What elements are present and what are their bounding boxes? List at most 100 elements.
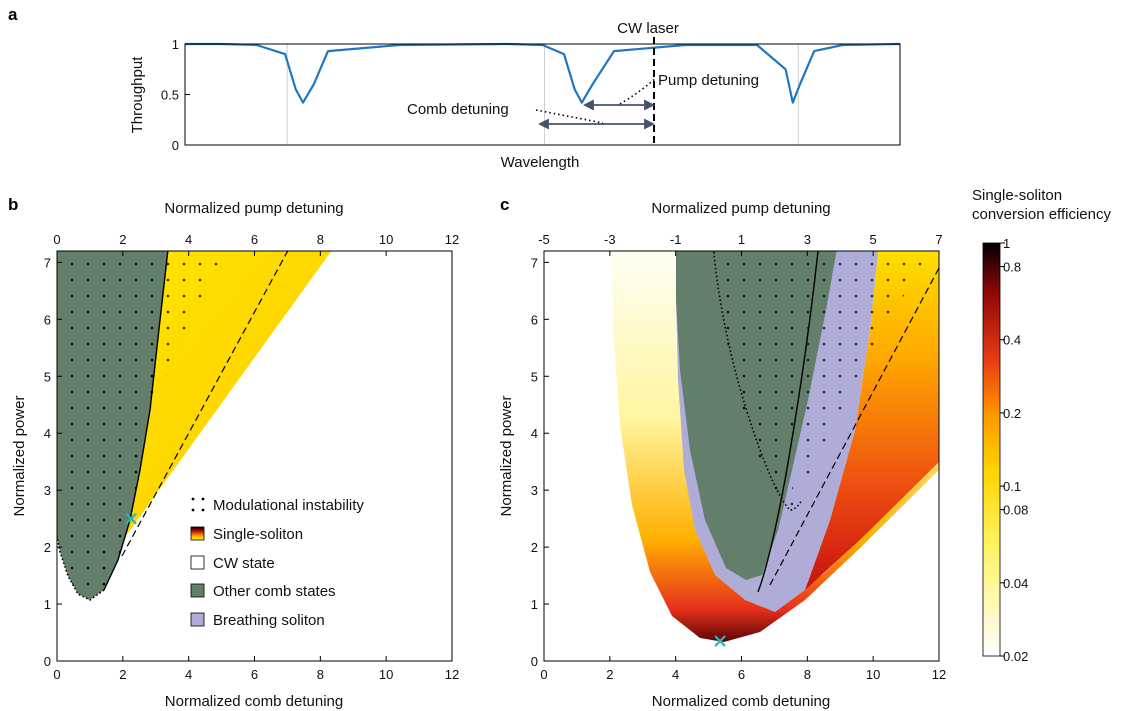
ytick-label: 0 (44, 654, 51, 669)
x-axis-label-b: Normalized comb detuning (165, 693, 343, 710)
xtick-label: 6 (738, 667, 745, 682)
marker-x (125, 512, 137, 525)
colorbar-tick-label: 0.02 (1003, 649, 1028, 664)
y-axis-label-c: Normalized power (498, 396, 515, 517)
x2-axis-label-b: Normalized pump detuning (164, 200, 343, 217)
xtick-label: 10 (379, 667, 393, 682)
ytick-label: 7 (44, 255, 51, 270)
xtick-label: 2 (119, 667, 126, 682)
comb-detuning-arrow (537, 118, 656, 130)
legend-b: Modulational instability Single-soliton … (190, 497, 364, 629)
colorbar-tick-label: 0.8 (1003, 260, 1021, 275)
x2tick-label: 2 (119, 232, 126, 247)
panel-label-c: c (500, 195, 509, 214)
ytick-label: 4 (531, 426, 538, 441)
colorbar-title-line1: Single-soliton (972, 187, 1062, 204)
ytick-label: 2 (531, 540, 538, 555)
ytick-label: 1 (44, 597, 51, 612)
comb-detuning-label: Comb detuning (407, 101, 509, 118)
y-axis-label-b: Normalized power (11, 396, 28, 517)
mi-region-dots-b (57, 251, 168, 600)
x2tick-label: 4 (185, 232, 192, 247)
colorbar-tick-label: 0.04 (1003, 576, 1028, 591)
legend-single-soliton-swatch (190, 526, 205, 541)
x2tick-label: 8 (317, 232, 324, 247)
x2tick-label: 10 (379, 232, 393, 247)
ytick-label: 0 (531, 654, 538, 669)
colorbar: Single-soliton conversion efficiency 1 0.… (972, 187, 1111, 664)
ytick-label: 3 (531, 483, 538, 498)
x2tick-label: -1 (670, 232, 682, 247)
x2tick-label: 12 (445, 232, 459, 247)
xtick-label: 10 (866, 667, 880, 682)
boundary-dotted-b (57, 535, 105, 601)
ytick-label: 2 (44, 540, 51, 555)
xtick-label: 8 (317, 667, 324, 682)
ytick-label: 1 (531, 597, 538, 612)
legend-other-comb-label: Other comb states (213, 583, 336, 600)
panel-label-b: b (8, 195, 18, 214)
breathing-region-b (165, 232, 176, 251)
boundary-dashed-c (769, 267, 939, 586)
x2tick-label: 3 (804, 232, 811, 247)
y-axis-label-a: Throughput (129, 56, 146, 134)
throughput-line (185, 42, 901, 104)
x2tick-label: -3 (604, 232, 616, 247)
ytick-label: 3 (44, 483, 51, 498)
x-axis-label-a: Wavelength (501, 154, 580, 171)
xtick-label: 12 (445, 667, 459, 682)
boundary-dashed-b (121, 251, 289, 557)
boundary-solid-b (103, 251, 169, 591)
legend-mi-label: Modulational instability (213, 497, 364, 514)
xtick-label: 12 (932, 667, 946, 682)
legend-breathing-label: Breathing soliton (213, 612, 325, 629)
ytick-label: 6 (531, 312, 538, 327)
single-soliton-right-region-c (805, 251, 939, 590)
a-ytick-label: 0.5 (161, 88, 179, 103)
x2tick-label: 0 (53, 232, 60, 247)
x2tick-label: 1 (738, 232, 745, 247)
ytick-label: 7 (531, 255, 538, 270)
x2tick-label: 6 (251, 232, 258, 247)
colorbar-tick-label: 0.08 (1003, 503, 1028, 518)
xtick-label: 6 (251, 667, 258, 682)
a-ytick-label: 0 (172, 138, 179, 153)
ytick-label: 6 (44, 312, 51, 327)
legend-other-comb-swatch (190, 583, 205, 598)
pump-detuning-arrow (582, 99, 656, 111)
axes-box-a (184, 43, 901, 146)
x-axis-label-c: Normalized comb detuning (652, 693, 830, 710)
x2tick-label: 7 (935, 232, 942, 247)
legend-cw-swatch (190, 555, 205, 570)
x2-axis-label-c: Normalized pump detuning (651, 200, 830, 217)
legend-cw-label: CW state (213, 555, 275, 572)
xtick-label: 0 (540, 667, 547, 682)
xtick-label: 0 (53, 667, 60, 682)
ytick-label: 5 (531, 369, 538, 384)
mi-region-dots-b2 (90, 251, 229, 590)
xtick-label: 4 (185, 667, 192, 682)
boundary-solid-c (757, 251, 819, 593)
cw-laser-label: CW laser (617, 20, 679, 37)
colorbar-gradient (982, 242, 1001, 657)
x2tick-label: -5 (538, 232, 550, 247)
colorbar-title-line2: conversion efficiency (972, 206, 1111, 223)
colorbar-tick-label: 0.1 (1003, 479, 1021, 494)
legend-single-soliton-label: Single-soliton (213, 526, 303, 543)
xtick-label: 4 (672, 667, 679, 682)
colorbar-tick-label: 0.4 (1003, 333, 1021, 348)
a-ytick-label: 1 (172, 37, 179, 52)
marker-x (714, 635, 726, 647)
xtick-label: 8 (804, 667, 811, 682)
x2tick-label: 5 (870, 232, 877, 247)
colorbar-tick-label: 0.2 (1003, 406, 1021, 421)
mi-region-dots-c (714, 251, 817, 505)
colorbar-tick-label: 1 (1003, 236, 1010, 251)
throughput-panel: 0 0.5 1 Throughput Wavelength CW laser Pum… (129, 20, 901, 171)
legend-mi-swatch (191, 497, 205, 512)
pump-detuning-label: Pump detuning (658, 72, 759, 89)
ytick-label: 4 (44, 426, 51, 441)
